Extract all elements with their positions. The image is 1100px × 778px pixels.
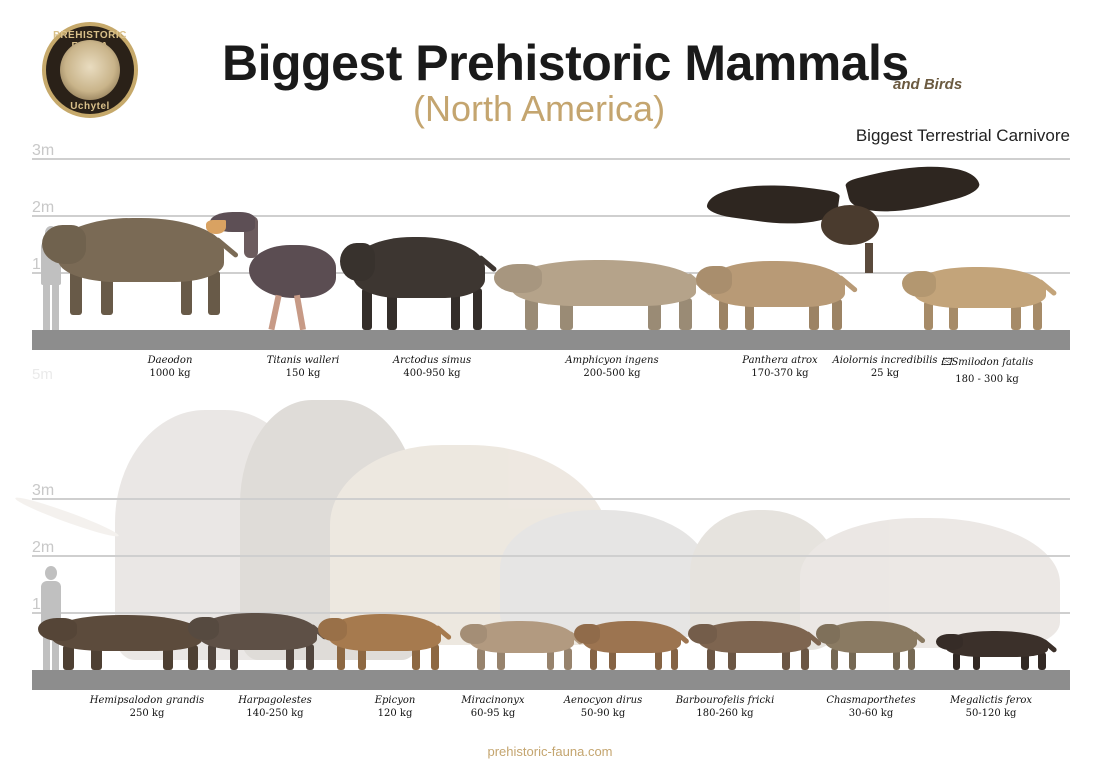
scale-line-1m-lower [32,612,1070,614]
prehistoric-fauna-logo: PREHISTORIC FAUNA Uchytel [42,22,138,118]
bottom-animal-0 [38,607,216,670]
species-name: Panthera atrox [742,355,818,366]
bottom-caption-7: Megalictis ferox 50-120 kg [916,695,1066,719]
top-caption-5: Aiolornis incredibilis 25 kg [810,355,960,379]
top-animal-3 [494,250,714,330]
species-weight: 50-120 kg [965,708,1017,719]
rhino-shape [500,510,710,640]
species-name: Aiolornis incredibilis [832,355,938,366]
scale-label-3m: 3m [32,142,55,159]
species-weight: 30-60 kg [848,708,894,719]
scale-line-2m [32,215,1070,217]
top-caption-4: Panthera atrox 170-370 kg [705,355,855,379]
scale-label-2m: 2m [32,199,55,216]
top-animal-0 [42,205,240,315]
bottom-caption-0: Hemipsalodon grandis 250 kg [72,695,222,719]
bottom-animal-4 [574,614,691,670]
top-animal-4 [696,252,858,330]
species-name: Miracinonyx [461,695,525,706]
species-weight: 1000 kg [149,368,191,379]
title-addendum: and Birds [893,76,963,93]
species-name: Megalictis ferox [949,695,1033,706]
scale-label-5m: 5m [32,366,53,383]
species-weight: 140-250 kg [246,708,304,719]
top-animal-6 [902,258,1058,330]
bottom-animal-1 [188,605,328,670]
scale-line-3m-lower [32,498,1070,500]
top-caption-0: Daeodon 1000 kg [95,355,245,379]
species-weight: 170-370 kg [751,368,809,379]
top-animal-2 [340,224,498,330]
species-weight: 120 kg [377,708,413,719]
species-weight: 180-260 kg [696,708,754,719]
species-name: 🖾Smilodon fatalis [940,357,1034,368]
species-name: Titanis walleri [266,355,340,366]
human-silhouette-lower [38,566,64,670]
species-name: Amphicyon ingens [565,355,659,366]
species-weight: 250 kg [129,708,165,719]
page-title: Biggest Prehistoric Mammals [222,35,909,91]
top-caption-3: Amphicyon ingens 200-500 kg [537,355,687,379]
bottom-caption-2: Epicyon 120 kg [320,695,470,719]
camel-shape [330,445,610,645]
bottom-caption-3: Miracinonyx 60-95 kg [418,695,568,719]
scale-line-3m [32,158,1070,160]
scale-label-3m-lower: 3m [32,482,55,499]
bottom-animal-6 [816,614,927,670]
species-name: Hemipsalodon grandis [89,695,205,706]
page-subtitle: (North America) [413,88,666,129]
bottom-animal-2 [318,606,452,670]
species-name: Daeodon [147,355,193,366]
species-weight: 200-500 kg [583,368,641,379]
bottom-animal-7 [936,626,1059,670]
species-name: Harpagolestes [238,695,312,706]
scale-line-2m-lower [32,555,1070,557]
species-weight: 180 - 300 kg [955,374,1019,385]
scale-label-2m-lower: 2m [32,539,55,556]
bottom-caption-5: Barbourofelis fricki 180-260 kg [650,695,800,719]
skull-icon [60,40,120,100]
bottom-caption-6: Chasmaporthetes 30-60 kg [796,695,946,719]
species-weight: 25 kg [870,368,900,379]
footer-url[interactable]: prehistoric-fauna.com [487,744,613,759]
species-weight: 60-95 kg [470,708,516,719]
top-animal-1 [206,212,350,331]
top-animal-5 [705,149,982,275]
top-caption-6: 🖾Smilodon fatalis 180 - 300 kg [912,355,1062,385]
species-name: Epicyon [374,695,416,706]
ground-strip-bottom [32,670,1070,690]
bottom-animal-5 [688,614,822,670]
tusk-shape [13,493,121,541]
species-weight: 400-950 kg [403,368,461,379]
bottom-caption-1: Harpagolestes 140-250 kg [200,695,350,719]
logo-bottom-text: Uchytel [70,101,110,112]
top-caption-1: Titanis walleri 150 kg [228,355,378,379]
ground-strip-top [32,330,1070,350]
species-weight: 50-90 kg [580,708,626,719]
section-label: Biggest Terrestrial Carnivore [855,126,1070,145]
bottom-caption-4: Aenocyon dirus 50-90 kg [528,695,678,719]
top-caption-2: Arctodus simus 400-950 kg [357,355,507,379]
species-name: Barbourofelis fricki [675,695,775,706]
species-weight: 150 kg [285,368,321,379]
species-name: Aenocyon dirus [563,695,643,706]
bottom-animal-3 [460,614,585,670]
species-name: Chasmaporthetes [826,695,916,706]
species-name: Arctodus simus [392,355,472,366]
